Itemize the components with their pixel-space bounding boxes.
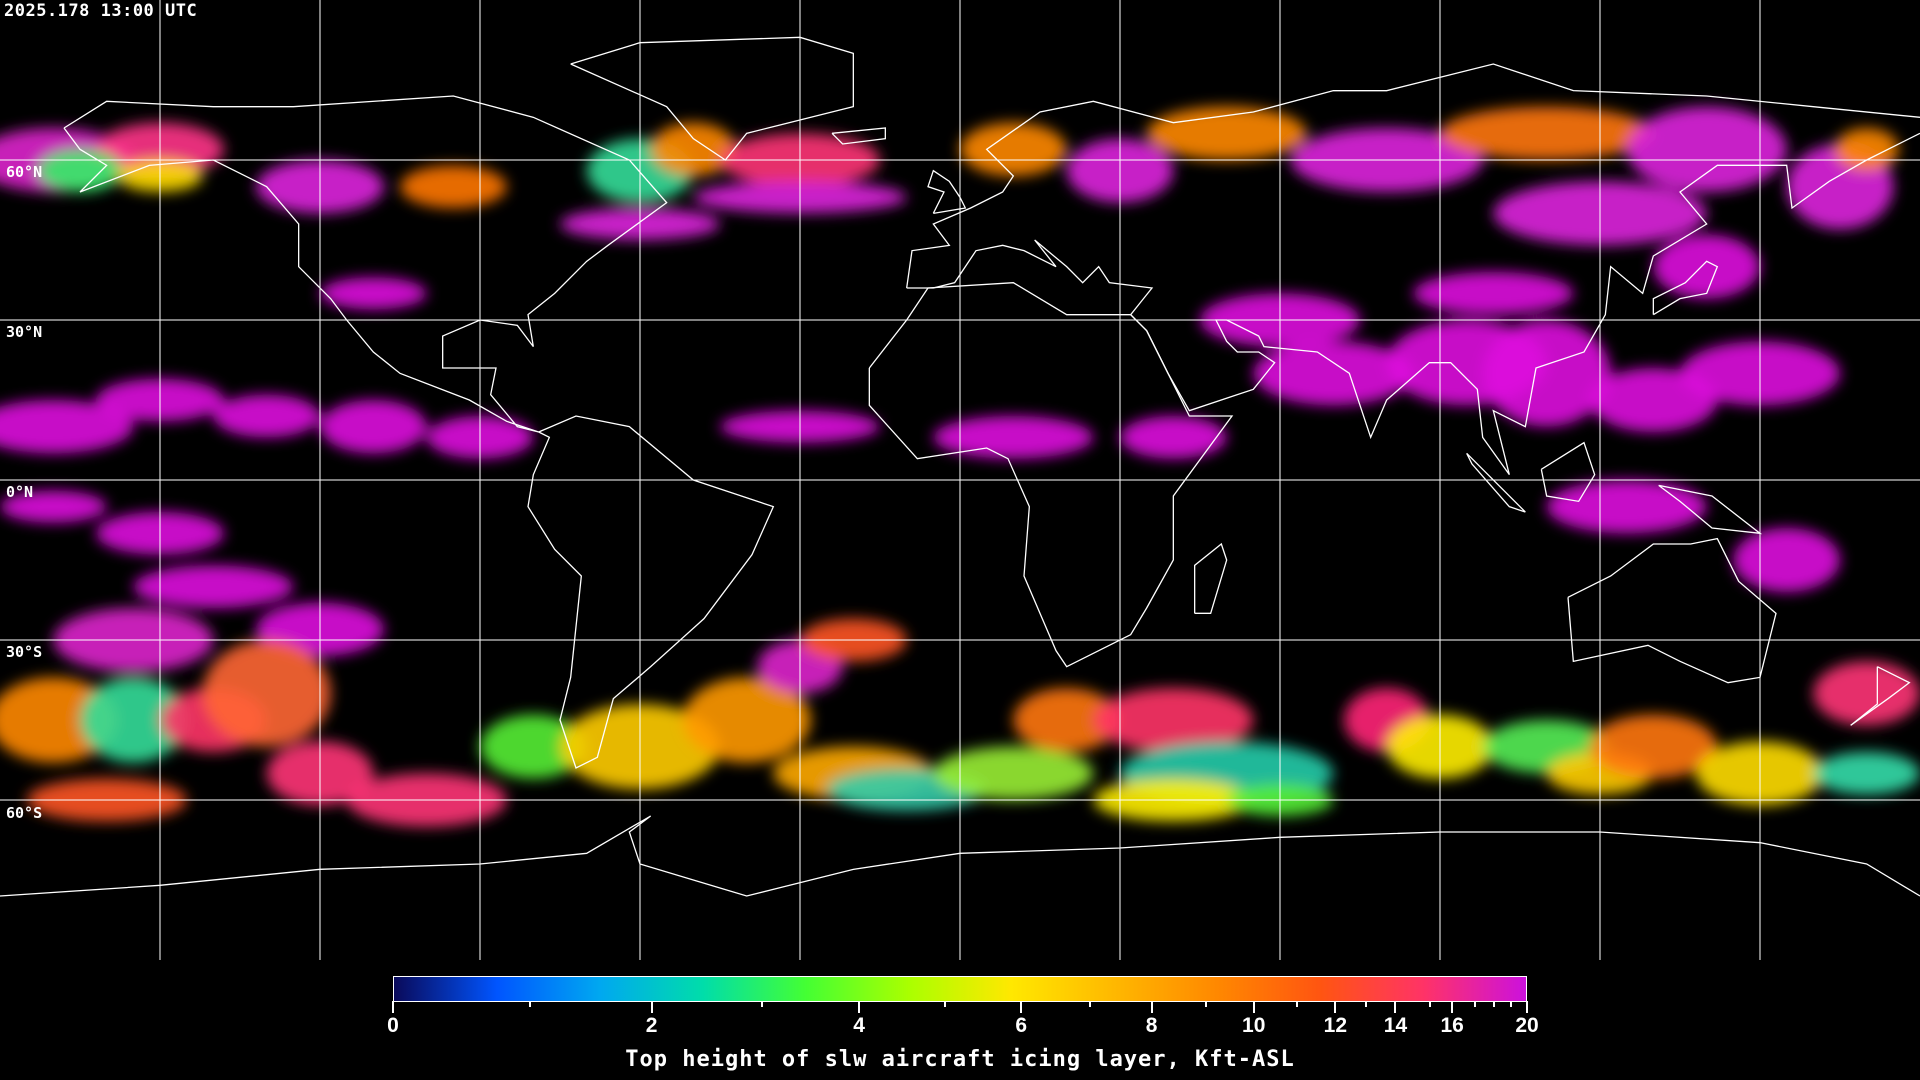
- icing-cloud-region: [1482, 320, 1611, 427]
- coastline: [1194, 542, 1228, 614]
- major-tick: [1451, 1001, 1454, 1013]
- coastline: [1658, 484, 1763, 535]
- icing-cloud-region: [1253, 341, 1414, 406]
- coastline: [1567, 537, 1777, 684]
- colorbar-title: Top height of slw aircraft icing layer, …: [625, 1047, 1295, 1072]
- coastline: [868, 282, 1234, 668]
- major-tick: [392, 1001, 394, 1013]
- major-tick: [1150, 1001, 1153, 1013]
- icing-cloud-region: [320, 400, 427, 454]
- tick-label: 12: [1323, 1014, 1348, 1037]
- icing-cloud-region: [479, 714, 587, 779]
- coastline: [906, 63, 1920, 289]
- timestamp: 2025.178 13:00 UTC: [4, 1, 198, 21]
- icing-cloud-region: [1093, 688, 1254, 752]
- lat-label-30s: 30°S: [6, 643, 43, 661]
- major-tick: [1526, 1001, 1528, 1013]
- major-tick: [1394, 1001, 1397, 1013]
- lat-label-30n: 30°N: [6, 323, 43, 341]
- major-tick: [858, 1001, 861, 1013]
- major-tick: [1020, 1001, 1023, 1013]
- icing-cloud-region: [133, 565, 294, 609]
- icing-cloud-region: [933, 416, 1094, 459]
- major-tick: [1252, 1001, 1255, 1013]
- icing-cloud-region: [37, 149, 123, 193]
- icing-cloud-region: [320, 277, 427, 310]
- tick-label: 8: [1145, 1014, 1158, 1037]
- icing-cloud-region: [1440, 106, 1654, 160]
- icing-cloud-region: [1589, 714, 1718, 779]
- icing-cloud-region: [1120, 416, 1227, 459]
- icing-cloud-region: [202, 640, 331, 747]
- lat-label-0n: 0°N: [6, 483, 34, 501]
- tick-label: 16: [1440, 1014, 1464, 1037]
- icing-cloud-region: [1813, 661, 1920, 726]
- icing-cloud-region: [933, 746, 1094, 800]
- coastline: [1652, 260, 1719, 316]
- major-tick: [650, 1001, 653, 1013]
- icing-cloud-region: [1546, 480, 1707, 534]
- tick-label: 14: [1383, 1014, 1408, 1037]
- icing-cloud-region: [960, 122, 1067, 176]
- coastline: [927, 169, 967, 214]
- coastline: [906, 132, 1920, 476]
- graticule: [0, 0, 1920, 960]
- tick-label: 20: [1515, 1014, 1539, 1037]
- icing-map: [0, 0, 1920, 960]
- tick-label: 4: [853, 1014, 865, 1037]
- tick-label: 6: [1015, 1014, 1028, 1037]
- icing-cloud-region: [682, 677, 811, 763]
- lat-label-60n: 60°N: [6, 163, 43, 181]
- icing-cloud-region: [1013, 688, 1120, 752]
- tick-label: 2: [645, 1014, 658, 1037]
- icing-cloud-region: [650, 122, 736, 176]
- icing-cloud-region: [400, 165, 507, 209]
- icing-cloud-region: [1413, 272, 1574, 315]
- major-tick: [1334, 1001, 1337, 1013]
- lat-label-60s: 60°S: [6, 804, 43, 822]
- icing-cloud-region: [1733, 528, 1840, 592]
- icing-cloud-region: [1813, 752, 1920, 795]
- coastline: [1466, 452, 1526, 513]
- icing-cloud-region: [1626, 106, 1787, 192]
- coastline: [1850, 666, 1911, 726]
- tick-label: 0: [387, 1014, 399, 1037]
- icing-cloud-region: [213, 394, 320, 438]
- coastline: [831, 127, 886, 145]
- icing-cloud-region: [1146, 106, 1307, 160]
- icing-cloud-region: [0, 400, 134, 454]
- icing-cloud-region: [1653, 234, 1760, 299]
- tick-label: 10: [1242, 1014, 1266, 1037]
- icing-cloud-region: [0, 490, 107, 523]
- colorbar: [393, 976, 1527, 1002]
- coastline: [1540, 441, 1596, 503]
